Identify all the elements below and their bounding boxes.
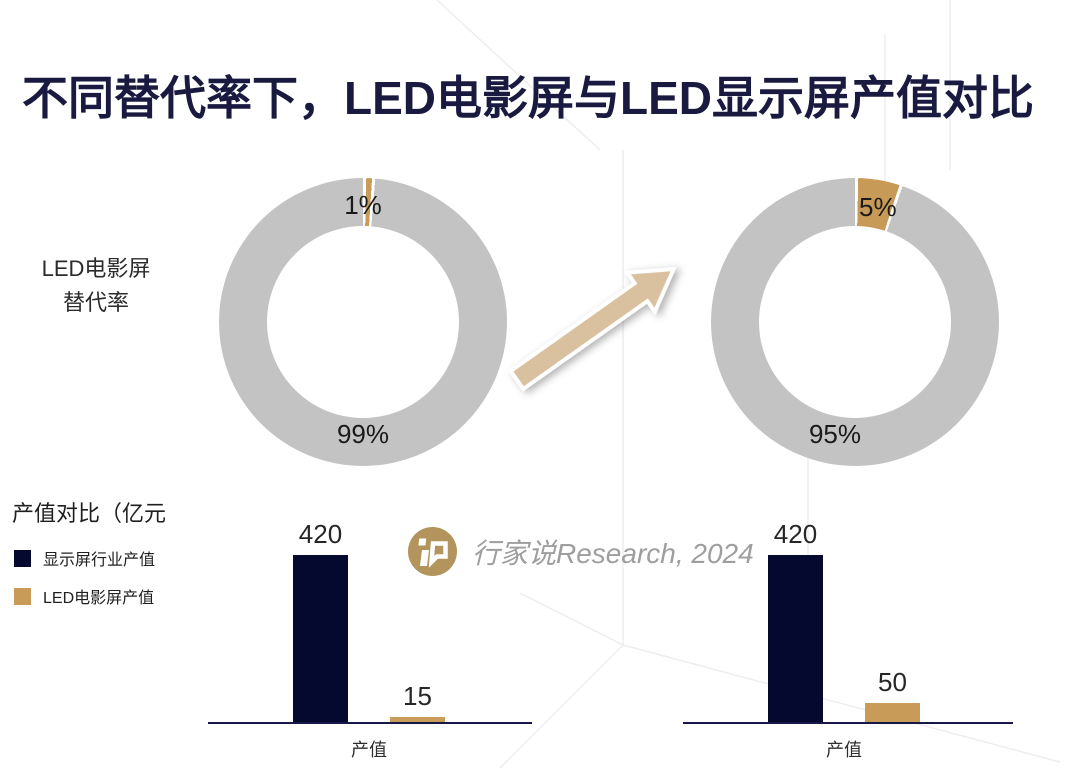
bar-led-cinema	[390, 717, 445, 723]
x-axis-line	[208, 722, 532, 724]
donut-slice-label-large: 95%	[808, 419, 862, 449]
xingjiashuo-logo-icon	[408, 527, 457, 576]
legend-item-led-cinema: LED电影屏产值	[14, 584, 155, 608]
bar-value-label: 50	[878, 667, 907, 697]
bar-group-display-industry: 420	[768, 519, 823, 723]
bar-display-industry	[293, 555, 348, 723]
legend-label: LED电影屏产值	[43, 590, 155, 607]
donut-chart-replacement-1pct: 1% 99%	[219, 178, 507, 466]
legend-label: 显示屏行业产值	[43, 552, 156, 569]
donut-section-label-line2: 替代率	[62, 290, 129, 315]
bar-group-display-industry: 420	[293, 519, 348, 723]
bar-chart-output-5pct: 420 50 产值	[683, 519, 1013, 768]
x-axis-line	[683, 722, 1013, 724]
bar-group-led-cinema: 50	[865, 667, 920, 723]
x-axis-category-label: 产值	[826, 740, 862, 760]
donut-section-label: LED电影屏 替代率	[10, 252, 182, 320]
donut-section-label-line1: LED电影屏	[41, 256, 151, 281]
page-title: 不同替代率下，LED电影屏与LED显示屏产值对比	[22, 72, 1034, 124]
watermark-text: 行家说Research, 2024	[472, 537, 754, 569]
legend-swatch-tan	[14, 587, 31, 605]
bar-value-label: 420	[298, 519, 343, 549]
donut-slice-label-small: 5%	[859, 192, 897, 222]
bar-group-led-cinema: 15	[390, 681, 445, 723]
donut-slice-label-large: 99%	[336, 419, 390, 449]
donut-hole	[759, 226, 951, 418]
legend-swatch-navy	[14, 549, 31, 567]
donut-slice-label-small: 1%	[344, 190, 382, 220]
bar-value-label: 15	[403, 681, 432, 711]
bar-display-industry	[768, 555, 823, 723]
bar-section-heading: 产值对比（亿元	[12, 501, 167, 526]
donut-chart-replacement-5pct: 5% 95%	[711, 178, 999, 466]
x-axis-category-label: 产值	[351, 740, 387, 760]
bar-chart-output-1pct: 420 15 产值	[208, 519, 532, 768]
legend-item-display-industry: 显示屏行业产值	[14, 546, 155, 570]
growth-arrow-icon	[507, 266, 677, 392]
bar-value-label: 420	[773, 519, 818, 549]
bar-led-cinema	[865, 703, 920, 723]
donut-hole	[267, 226, 459, 418]
watermark: 行家说Research, 2024	[407, 526, 754, 577]
legend: 显示屏行业产值 LED电影屏产值	[14, 546, 155, 622]
